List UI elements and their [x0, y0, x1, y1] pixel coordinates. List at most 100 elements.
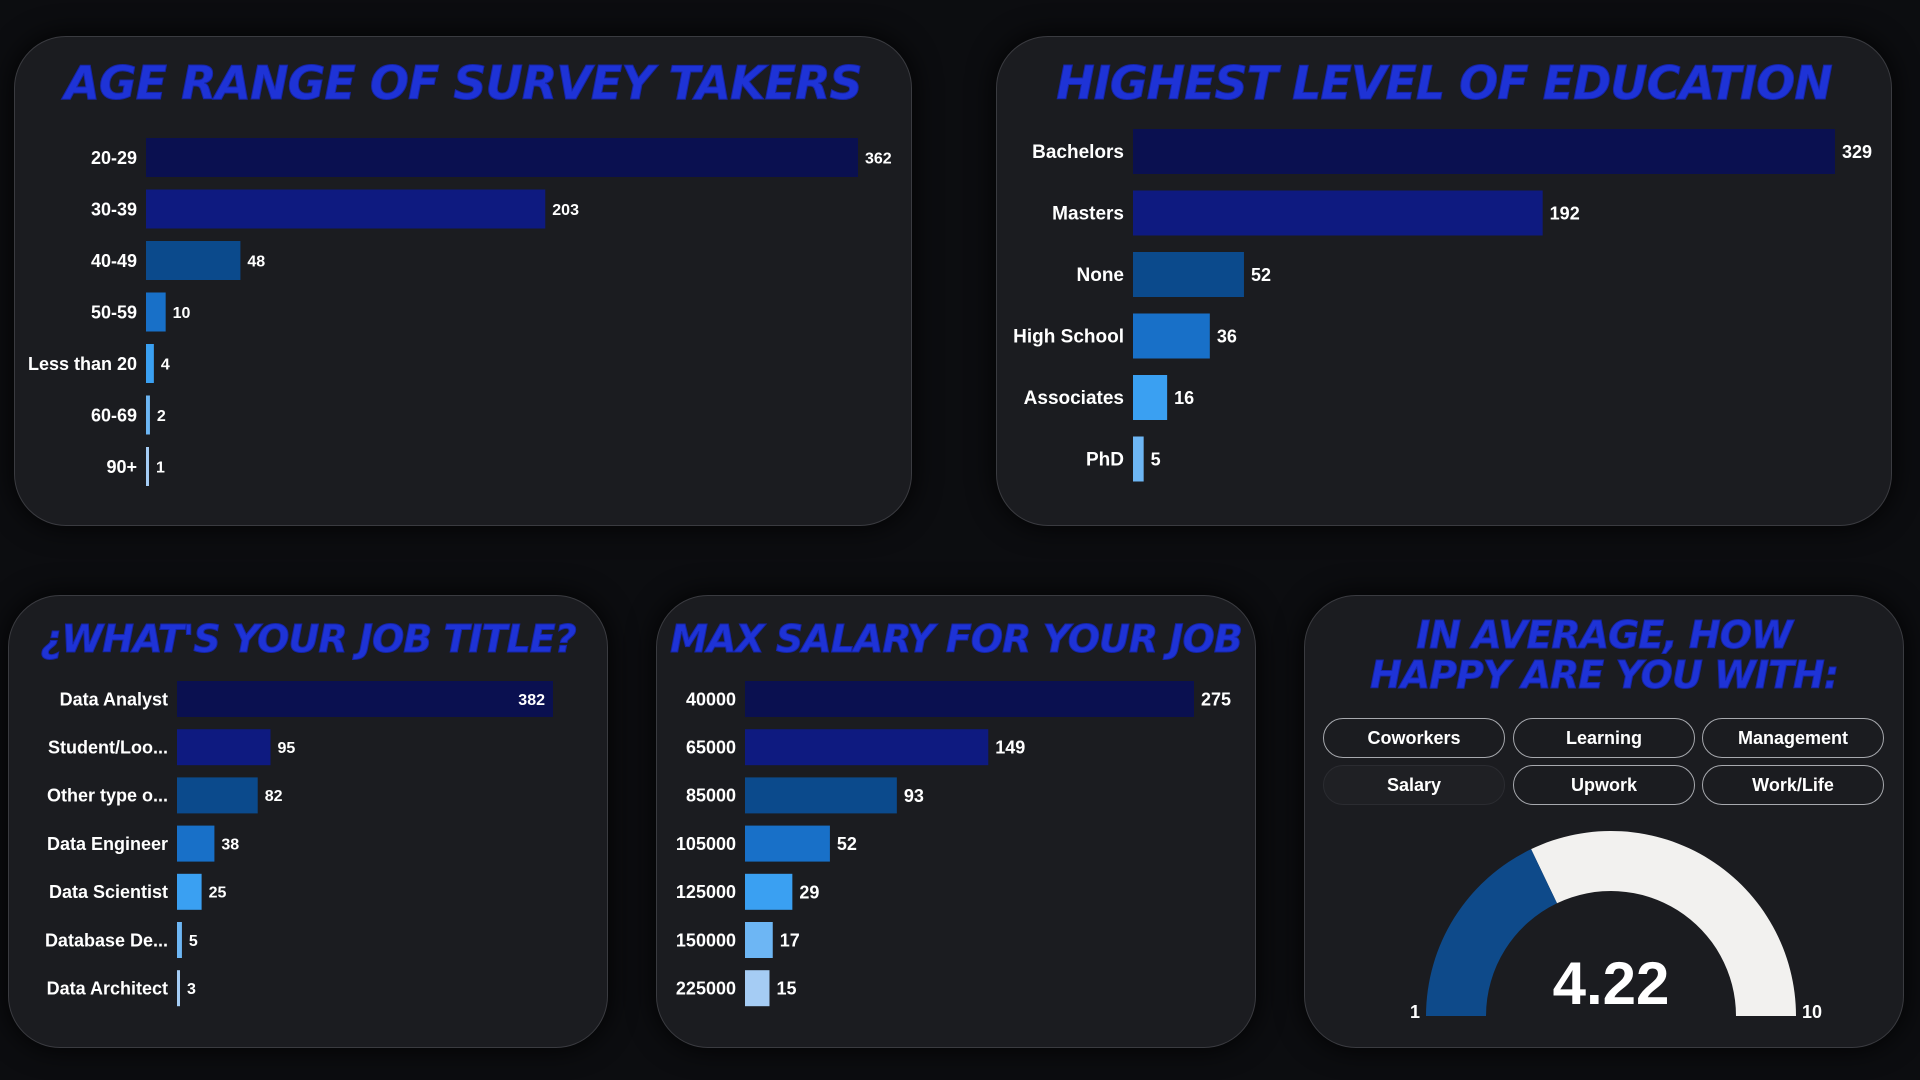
- education-card: HIGHEST LEVEL OF EDUCATION Bachelors 329 M…: [996, 36, 1892, 526]
- age-category-label: 30-39: [91, 199, 137, 219]
- age-bar[interactable]: [146, 292, 166, 332]
- job-category-label: Other type o...: [47, 786, 168, 806]
- age-range-card: AGE RANGE OF SURVEY TAKERS 20-29 362 30-39…: [14, 36, 912, 526]
- age-value-label: 1: [156, 459, 165, 476]
- salary-card: MAX SALARY FOR YOUR JOB 40000 275 65000 149…: [656, 595, 1256, 1048]
- job-title-card: ¿WHAT'S YOUR JOB TITLE? Data Analyst 382 S…: [8, 595, 608, 1048]
- salary-chart: 40000 275 65000 149 85000 93 105000 52 125000 29 1…: [676, 681, 1231, 1007]
- salary-value-label: 93: [904, 786, 924, 806]
- education-bar[interactable]: [1133, 129, 1835, 174]
- education-value-label: 52: [1251, 265, 1271, 285]
- salary-category-label: 105000: [676, 834, 736, 854]
- happiness-gauge: 4.22 1 10: [1410, 831, 1822, 1022]
- salary-category-label: 85000: [686, 786, 736, 806]
- filter-pill-salary[interactable]: Salary: [1323, 765, 1505, 805]
- age-range-chart: 20-29 362 30-39 203 40-49 48 50-59 10 Less than …: [28, 138, 892, 486]
- job-value-label: 25: [209, 885, 227, 902]
- education-bar[interactable]: [1133, 375, 1168, 420]
- job-category-label: Student/Loo...: [48, 738, 168, 758]
- filter-pill-learning[interactable]: Learning: [1513, 718, 1695, 758]
- job-bar[interactable]: [177, 777, 258, 814]
- job-bar[interactable]: [177, 825, 215, 862]
- job-bar[interactable]: [177, 970, 180, 1007]
- job-bar[interactable]: [177, 729, 271, 766]
- job-title-chart: Data Analyst 382 Student/Loo... 95 Other typ…: [45, 681, 553, 1007]
- gauge-max-label: 10: [1802, 1002, 1822, 1022]
- education-value-label: 329: [1842, 142, 1872, 162]
- education-value-label: 16: [1174, 388, 1194, 408]
- happiness-title: IN AVERAGE, HOW HAPPY ARE YOU WITH:: [1369, 613, 1839, 697]
- age-value-label: 362: [865, 150, 892, 167]
- salary-value-label: 149: [995, 738, 1025, 758]
- education-category-label: Associates: [1024, 388, 1124, 409]
- job-value-label: 95: [278, 740, 296, 757]
- education-value-label: 192: [1550, 203, 1580, 223]
- salary-value-label: 29: [799, 882, 819, 902]
- job-category-label: Database De...: [45, 930, 168, 950]
- education-value-label: 36: [1217, 326, 1237, 346]
- salary-bar[interactable]: [745, 777, 897, 814]
- job-value-label: 5: [189, 933, 198, 950]
- age-value-label: 48: [247, 253, 265, 270]
- filter-pill-management[interactable]: Management: [1702, 718, 1884, 758]
- age-category-label: 20-29: [91, 148, 137, 168]
- job-category-label: Data Analyst: [60, 689, 168, 709]
- age-value-label: 4: [161, 356, 170, 373]
- age-category-label: 90+: [106, 457, 137, 477]
- age-bar[interactable]: [146, 138, 858, 177]
- salary-value-label: 17: [780, 930, 800, 950]
- salary-category-label: 150000: [676, 930, 736, 950]
- education-bar[interactable]: [1133, 313, 1210, 359]
- job-category-label: Data Engineer: [47, 834, 168, 854]
- salary-value-label: 15: [776, 979, 796, 999]
- age-bar[interactable]: [146, 189, 546, 229]
- gauge-min-label: 1: [1410, 1002, 1420, 1022]
- salary-bar[interactable]: [745, 729, 989, 766]
- job-bar[interactable]: [177, 681, 553, 717]
- education-category-label: None: [1077, 265, 1125, 286]
- job-value-label: 382: [518, 692, 545, 709]
- job-category-label: Data Scientist: [49, 882, 168, 902]
- education-bar[interactable]: [1133, 436, 1144, 482]
- filter-pill-work-life[interactable]: Work/Life: [1702, 765, 1884, 805]
- gauge-value: 4.22: [1553, 950, 1670, 1017]
- education-chart: Bachelors 329 Masters 192 None 52 High School 3…: [1013, 129, 1872, 482]
- job-category-label: Data Architect: [47, 979, 168, 999]
- education-category-label: PhD: [1086, 450, 1124, 471]
- salary-bar[interactable]: [745, 825, 830, 862]
- age-category-label: 60-69: [91, 405, 137, 425]
- education-category-label: High School: [1013, 327, 1124, 348]
- age-bar[interactable]: [146, 447, 149, 486]
- age-bar[interactable]: [146, 395, 150, 435]
- salary-bar[interactable]: [745, 922, 773, 958]
- education-title: HIGHEST LEVEL OF EDUCATION: [1056, 56, 1833, 110]
- filter-pill-coworkers[interactable]: Coworkers: [1323, 718, 1505, 758]
- salary-category-label: 125000: [676, 882, 736, 902]
- job-value-label: 38: [221, 836, 239, 853]
- education-category-label: Masters: [1052, 204, 1124, 225]
- salary-value-label: 52: [837, 834, 857, 854]
- education-bar[interactable]: [1133, 190, 1543, 236]
- age-range-title: AGE RANGE OF SURVEY TAKERS: [64, 56, 863, 110]
- job-value-label: 82: [265, 788, 283, 805]
- age-category-label: Less than 20: [28, 354, 137, 374]
- age-bar[interactable]: [146, 241, 241, 280]
- gauge-track: [1531, 831, 1796, 1016]
- age-category-label: 40-49: [91, 251, 137, 271]
- job-bar[interactable]: [177, 873, 202, 910]
- education-bar[interactable]: [1133, 252, 1244, 297]
- education-value-label: 5: [1151, 449, 1161, 469]
- salary-bar[interactable]: [745, 681, 1194, 717]
- filter-pill-upwork[interactable]: Upwork: [1513, 765, 1695, 805]
- age-value-label: 2: [157, 408, 166, 425]
- salary-category-label: 40000: [686, 689, 736, 709]
- salary-bar[interactable]: [745, 970, 770, 1007]
- age-value-label: 203: [552, 202, 579, 219]
- age-value-label: 10: [173, 305, 191, 322]
- salary-category-label: 225000: [676, 979, 736, 999]
- salary-bar[interactable]: [745, 873, 793, 910]
- gauge-fill: [1426, 849, 1557, 1016]
- education-category-label: Bachelors: [1032, 142, 1124, 163]
- job-bar[interactable]: [177, 922, 182, 958]
- age-bar[interactable]: [146, 344, 154, 383]
